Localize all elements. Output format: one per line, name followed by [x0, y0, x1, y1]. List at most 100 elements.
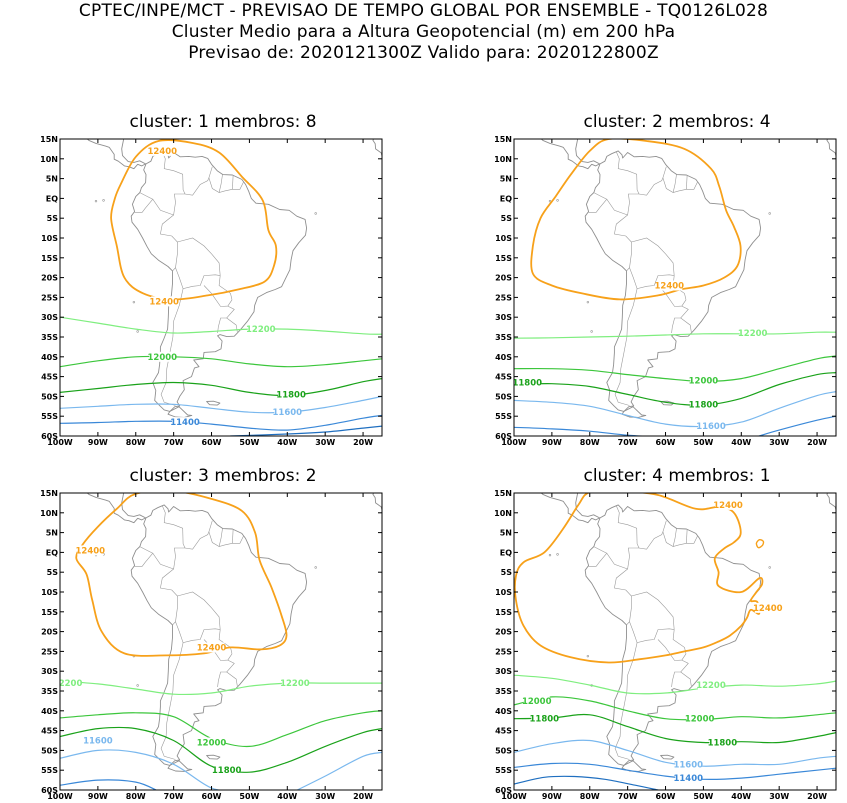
country-border [680, 317, 692, 332]
coastline [130, 504, 308, 766]
lat-tick-label: 10S [495, 234, 512, 243]
country-border [134, 553, 154, 567]
map-panel-4: 12400 12400 12200 12000 11800 12000 11800 11600… [494, 489, 837, 801]
coastline [167, 760, 193, 772]
country-border [662, 531, 698, 547]
contour-label: 12400 [753, 604, 783, 614]
country-border [218, 174, 223, 193]
lon-tick-label: 50W [693, 438, 713, 447]
lat-tick-label: 15S [495, 608, 512, 617]
lat-tick-label: 45S [41, 373, 58, 382]
panel-2-title: cluster: 2 membros: 4 [583, 112, 771, 132]
lat-tick-label: 5S [501, 568, 513, 577]
lon-tick-label: 30W [315, 792, 335, 801]
lat-tick-label: 40S [41, 353, 58, 362]
lat-tick-label: 60S [495, 432, 512, 441]
lat-tick-label: 10S [495, 588, 512, 597]
country-border [614, 568, 632, 626]
contour-line [514, 391, 836, 428]
contour-line [60, 378, 382, 397]
panel-4-title: cluster: 4 membros: 1 [583, 466, 771, 486]
island [136, 684, 139, 687]
lon-tick-label: 90W [88, 792, 108, 801]
panel-3-title: cluster: 3 membros: 2 [129, 466, 317, 486]
contour-label: 11800 [708, 738, 738, 748]
country-border [232, 529, 234, 544]
panel-1-title: cluster: 1 membros: 8 [129, 112, 317, 132]
lat-tick-label: 5N [46, 529, 58, 538]
contour-line [229, 425, 382, 436]
lon-tick-label: 50W [239, 792, 259, 801]
contour-line [514, 696, 836, 721]
contour-line [514, 674, 836, 695]
island [132, 300, 136, 304]
contour-label: 12000 [147, 353, 177, 363]
lat-tick-label: 20S [495, 628, 512, 637]
country-border [657, 285, 687, 307]
contour-line [295, 751, 382, 790]
country-border [218, 528, 223, 547]
country-border [638, 166, 667, 196]
country-border [184, 520, 213, 550]
lat-tick-label: 15S [41, 254, 58, 263]
contour-label: 11800 [276, 390, 306, 400]
lat-tick-label: 40S [495, 707, 512, 716]
contour-line [756, 415, 836, 436]
lat-tick-label: 55S [495, 412, 512, 421]
country-border [217, 659, 235, 688]
lon-tick-label: 60W [656, 438, 676, 447]
coastline [86, 493, 147, 524]
lat-tick-label: 55S [41, 412, 58, 421]
lat-tick-label: 45S [495, 727, 512, 736]
lat-tick-label: 30S [495, 313, 512, 322]
country-border [175, 267, 221, 290]
lat-tick-label: 25S [41, 293, 58, 302]
lat-tick-label: 15N [40, 135, 58, 144]
contour-label: 12400 [655, 282, 685, 292]
lat-tick-label: 15N [494, 135, 512, 144]
map-frame [513, 492, 837, 791]
country-border [160, 642, 184, 760]
lon-tick-label: 40W [277, 438, 297, 447]
lat-tick-label: 5N [500, 175, 512, 184]
contour-line [755, 538, 765, 549]
lon-tick-label: 60W [202, 438, 222, 447]
contour-line [60, 779, 158, 790]
lat-tick-label: 10N [494, 155, 512, 164]
contour-line [60, 749, 223, 790]
country-border [218, 275, 233, 300]
coastline [372, 139, 382, 157]
lat-tick-label: 55S [495, 766, 512, 775]
lat-tick-label: 30S [41, 313, 58, 322]
lon-tick-label: 90W [542, 792, 562, 801]
country-border [217, 305, 235, 334]
coastline [206, 754, 221, 760]
contour-line [75, 493, 288, 657]
contour-line [514, 713, 836, 744]
contour-line [514, 372, 836, 406]
contour-line [514, 775, 659, 790]
contour-label: 11600 [673, 760, 703, 770]
contour-label: 11600 [273, 408, 303, 418]
country-border [588, 553, 608, 567]
island [94, 199, 98, 203]
contour-line [60, 395, 382, 414]
lon-tick-label: 40W [731, 792, 751, 801]
island [102, 199, 105, 202]
contour-label: 12000 [522, 697, 552, 707]
contour-line [60, 710, 382, 748]
country-border [614, 642, 638, 760]
country-border [672, 174, 677, 193]
lat-tick-label: 30S [41, 667, 58, 676]
lon-tick-label: 20W [807, 438, 827, 447]
contour-label: 12200 [53, 679, 83, 689]
country-border [203, 285, 233, 307]
lon-tick-label: 90W [542, 438, 562, 447]
lat-tick-label: 40S [41, 707, 58, 716]
country-border [208, 177, 244, 193]
lat-tick-label: 25S [41, 647, 58, 656]
island [548, 199, 552, 203]
lat-tick-label: 10S [41, 234, 58, 243]
lon-tick-label: 70W [164, 438, 184, 447]
country-border [184, 166, 213, 196]
